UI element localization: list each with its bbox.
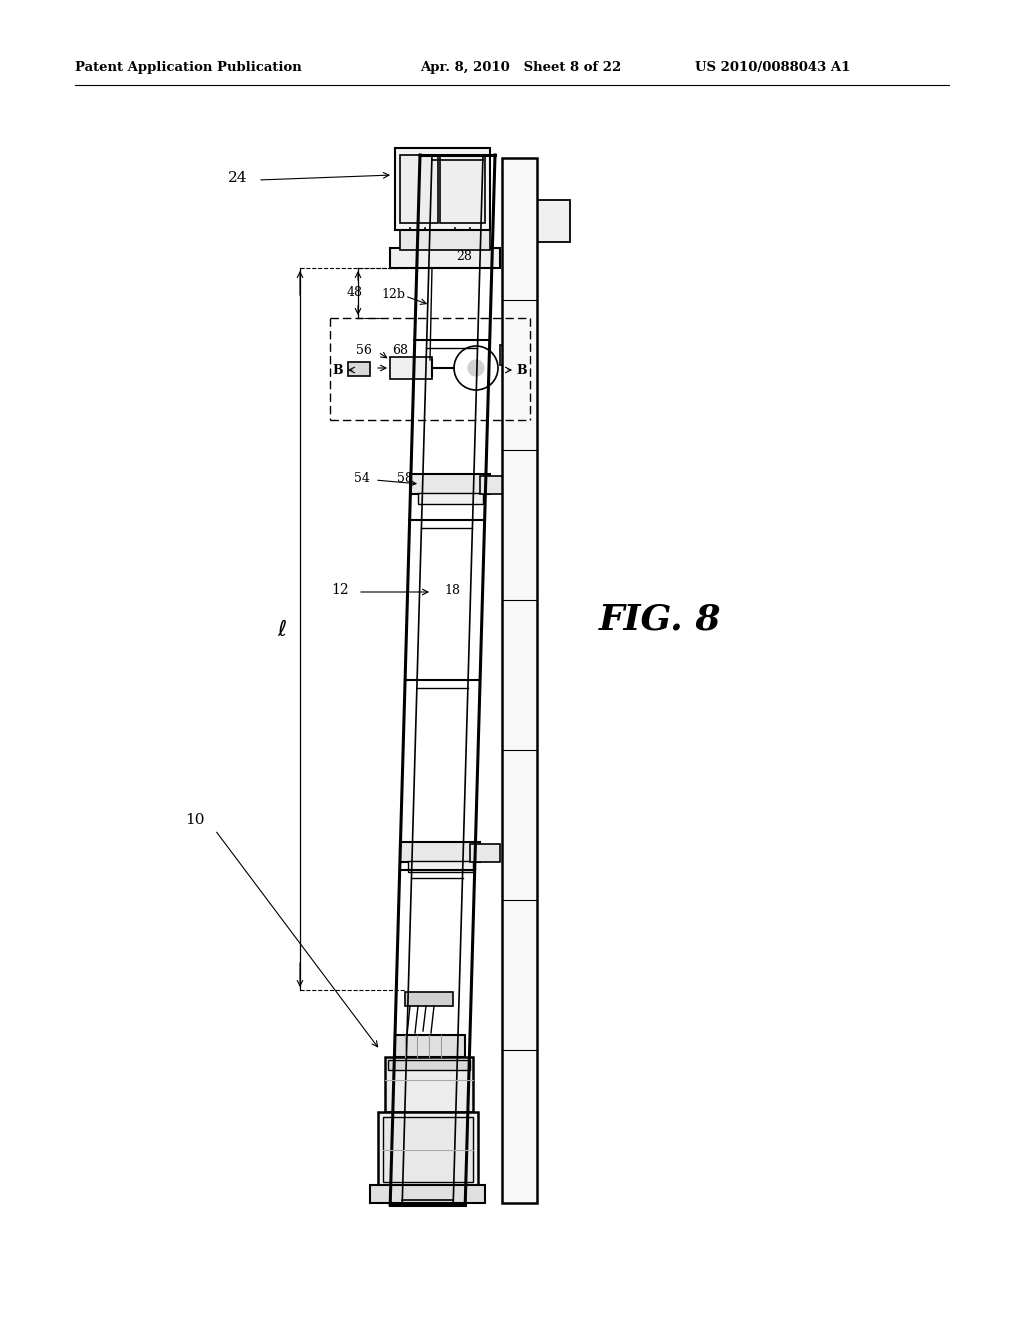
Text: 24: 24 xyxy=(228,172,248,185)
Text: Patent Application Publication: Patent Application Publication xyxy=(75,62,302,74)
Bar xyxy=(411,474,490,494)
Bar xyxy=(348,362,370,376)
Bar xyxy=(388,1060,470,1071)
Text: 12: 12 xyxy=(331,583,349,597)
Bar xyxy=(406,993,453,1006)
Bar xyxy=(390,248,500,268)
Bar xyxy=(385,1057,473,1111)
Bar xyxy=(500,345,525,366)
Bar xyxy=(390,356,432,379)
Bar xyxy=(502,158,537,1203)
Bar xyxy=(418,492,483,504)
Bar xyxy=(400,154,438,223)
Text: $\ell$: $\ell$ xyxy=(276,619,287,642)
Bar xyxy=(383,1117,473,1181)
Text: 28: 28 xyxy=(456,249,472,263)
Bar xyxy=(400,228,490,249)
Bar xyxy=(480,477,510,494)
Text: 58: 58 xyxy=(397,471,413,484)
Text: 56: 56 xyxy=(356,343,372,356)
Text: 12b: 12b xyxy=(381,288,406,301)
Text: B: B xyxy=(332,363,343,376)
Bar xyxy=(395,1035,465,1057)
Bar xyxy=(378,1111,478,1187)
Text: Apr. 8, 2010   Sheet 8 of 22: Apr. 8, 2010 Sheet 8 of 22 xyxy=(420,62,622,74)
Text: US 2010/0088043 A1: US 2010/0088043 A1 xyxy=(695,62,850,74)
Text: 48: 48 xyxy=(347,286,362,300)
Bar xyxy=(510,201,570,242)
Text: 54: 54 xyxy=(354,471,370,484)
Bar xyxy=(440,154,485,223)
Circle shape xyxy=(468,360,484,376)
Text: FIG. 8: FIG. 8 xyxy=(599,603,721,638)
Text: 68: 68 xyxy=(392,343,408,356)
Text: 18: 18 xyxy=(444,583,460,597)
Bar xyxy=(395,148,490,230)
Bar xyxy=(408,861,473,873)
Text: B: B xyxy=(516,363,527,376)
Text: 10: 10 xyxy=(185,813,205,828)
Bar xyxy=(470,843,500,862)
Bar xyxy=(370,1185,485,1203)
Bar xyxy=(399,842,480,862)
